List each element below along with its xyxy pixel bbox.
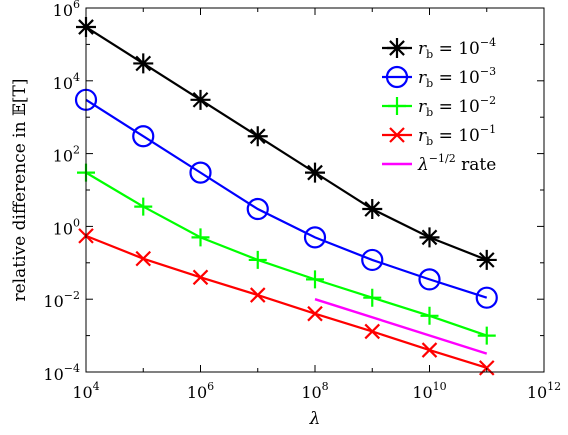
series-1 (76, 17, 497, 270)
data-point (246, 197, 269, 221)
data-point (475, 286, 498, 309)
series-4 (78, 228, 495, 376)
data-point (364, 323, 381, 340)
y-tick-label: 106 (53, 0, 80, 20)
data-point (189, 161, 212, 184)
legend-marker (387, 38, 407, 58)
data-point (134, 197, 153, 216)
x-tick-label: 104 (72, 380, 99, 402)
x-tick-label: 108 (301, 380, 328, 402)
data-point (133, 53, 154, 74)
y-axis-label: relative difference in 𝔼[T] (10, 78, 30, 301)
data-point (363, 288, 382, 307)
data-point (247, 126, 268, 147)
data-point (248, 250, 267, 269)
reference-rate-line (314, 298, 488, 355)
legend-item: rb = 10−4 (382, 36, 496, 61)
legend: rb = 10−4 rb = 10−3 rb = 10−2 rb = 10−1 λ−1/… (366, 22, 536, 188)
series-line (85, 171, 488, 337)
data-point (192, 269, 209, 286)
series-2 (74, 88, 498, 309)
data-point (477, 326, 496, 345)
data-point (419, 227, 440, 248)
series-line (85, 26, 488, 261)
x-tick-label: 1012 (527, 380, 561, 402)
y-tick-label: 100 (53, 216, 80, 238)
y-tick-label: 104 (53, 71, 80, 93)
data-point (361, 248, 384, 272)
tick-labels: 104 106 108 1010 1012 10−4 10−2 100 102 104 106 (43, 0, 561, 402)
legend-label: rb = 10−4 (418, 36, 496, 61)
legend-label: rb = 10−2 (418, 94, 496, 119)
data-point (191, 228, 210, 247)
legend-item: rb = 10−2 (382, 94, 496, 119)
data-point (418, 268, 441, 291)
y-tick-label: 102 (53, 144, 80, 166)
legend-label: rb = 10−3 (418, 65, 496, 90)
data-point (420, 306, 439, 325)
data-point (305, 162, 325, 183)
data-point (421, 342, 438, 358)
data-point (132, 125, 155, 148)
axis-ticks (85, 7, 545, 373)
data-point (362, 199, 383, 220)
legend-item: rb = 10−3 (382, 65, 496, 90)
legend-marker (389, 127, 405, 143)
data-point (190, 89, 211, 110)
legend-marker (385, 65, 409, 89)
legend-item: rb = 10−1 (382, 123, 496, 148)
y-tick-label: 10−4 (43, 362, 80, 384)
data-point (476, 249, 497, 270)
legend-label: λ−1/2 rate (417, 152, 496, 175)
x-tick-label: 1010 (412, 380, 446, 402)
series-3 (77, 163, 496, 345)
series-line (85, 234, 488, 369)
y-tick-label: 10−2 (43, 289, 80, 311)
legend-marker (388, 97, 406, 115)
data-point (135, 250, 152, 267)
x-axis-label: λ (309, 409, 321, 429)
data-point (249, 287, 266, 303)
data-point (478, 360, 495, 376)
data-point (306, 270, 324, 289)
legend-label: rb = 10−1 (418, 123, 496, 148)
x-tick-label: 106 (187, 380, 214, 402)
data-point (307, 305, 323, 322)
data-point (303, 226, 327, 249)
plot-series (74, 17, 498, 376)
legend-item: λ−1/2 rate (382, 152, 496, 175)
